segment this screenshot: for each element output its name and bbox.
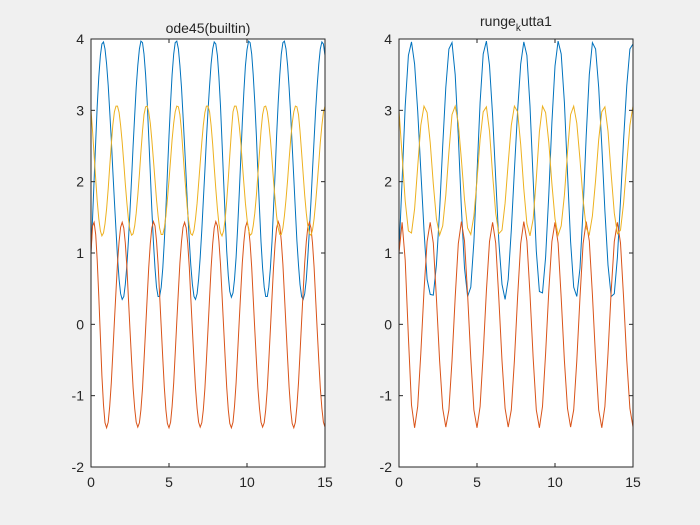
x-tick-label: 15 <box>317 474 333 490</box>
x-tick-label: 10 <box>239 474 255 490</box>
axes-box <box>398 38 634 468</box>
series-line-1 <box>90 40 326 301</box>
axes-runge-kutta1[interactable]: rungekutta1 0 5 10 15 -2 -1 0 1 2 3 4 <box>380 13 641 490</box>
x-tick-label: 10 <box>547 474 563 490</box>
x-tick-label: 0 <box>395 474 403 490</box>
y-tick-label: 0 <box>384 316 392 332</box>
tick-layer: 0 5 10 15 -2 -1 0 1 2 3 4 <box>380 31 641 490</box>
y-tick-label: 2 <box>76 174 84 190</box>
series-layer <box>398 40 634 428</box>
y-tick-label: -1 <box>380 388 393 404</box>
series-layer <box>90 40 326 430</box>
y-tick-label: 1 <box>384 245 392 261</box>
y-tick-label: 3 <box>76 102 84 118</box>
y-tick-label: -1 <box>72 388 85 404</box>
series-line-2 <box>90 219 326 430</box>
x-tick-label: 0 <box>87 474 95 490</box>
x-tick-label: 5 <box>473 474 481 490</box>
chart-title: ode45(builtin) <box>166 20 251 36</box>
series-line-3 <box>398 104 634 238</box>
y-tick-label: 4 <box>384 31 392 47</box>
y-tick-label: 0 <box>76 316 84 332</box>
chart-title: rungekutta1 <box>480 13 552 34</box>
y-tick-label: -2 <box>380 459 393 475</box>
title-part: runge <box>480 13 516 29</box>
plot-area <box>399 39 633 467</box>
y-tick-label: 2 <box>384 174 392 190</box>
title-subscript: k <box>516 23 522 34</box>
y-tick-label: 4 <box>76 31 84 47</box>
y-tick-label: 1 <box>76 245 84 261</box>
series-line-2 <box>398 221 634 428</box>
y-tick-label: 3 <box>384 102 392 118</box>
axes-box <box>90 38 326 468</box>
y-tick-label: -2 <box>72 459 85 475</box>
x-tick-label: 15 <box>625 474 641 490</box>
series-line-3 <box>90 105 326 238</box>
title-part: utta1 <box>521 13 552 29</box>
axes-ode45[interactable]: ode45(builtin) 0 5 10 15 -2 -1 0 1 2 3 4 <box>72 20 333 490</box>
x-tick-label: 5 <box>165 474 173 490</box>
